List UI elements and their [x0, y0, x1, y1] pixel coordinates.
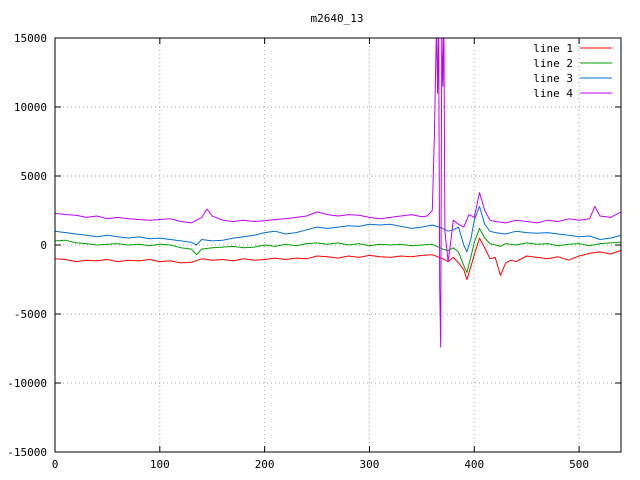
- y-tick-label: 10000: [14, 101, 47, 114]
- grid-lines: [55, 38, 621, 452]
- y-tick-label: -15000: [7, 446, 47, 459]
- legend-label-1: line 1: [533, 42, 573, 55]
- y-tick-label: -5000: [14, 308, 47, 321]
- x-tick-label: 300: [360, 458, 380, 471]
- series-line-2: [55, 227, 621, 274]
- x-tick-label: 500: [569, 458, 589, 471]
- series-line-3: [55, 205, 621, 253]
- legend-label-2: line 2: [533, 57, 573, 70]
- y-tick-label: 15000: [14, 32, 47, 45]
- y-tick-label: 0: [40, 239, 47, 252]
- legend-label-3: line 3: [533, 72, 573, 85]
- x-tick-label: 400: [464, 458, 484, 471]
- x-tick-label: 200: [255, 458, 275, 471]
- x-tick-label: 0: [52, 458, 59, 471]
- chart-title: m2640_13: [311, 12, 364, 25]
- axis-ticks: 0 100 200 300 400 500 -15000 -10000 -5000 0 5000 10…: [7, 32, 621, 471]
- legend: line 1 line 2 line 3 line 4: [533, 42, 612, 100]
- series-lines: [55, 38, 621, 348]
- y-tick-label: -10000: [7, 377, 47, 390]
- series-line-4: [55, 38, 621, 348]
- x-tick-label: 100: [150, 458, 170, 471]
- series-line-1: [55, 237, 621, 280]
- y-tick-label: 5000: [21, 170, 48, 183]
- legend-label-4: line 4: [533, 87, 573, 100]
- plot-border: [54, 37, 622, 453]
